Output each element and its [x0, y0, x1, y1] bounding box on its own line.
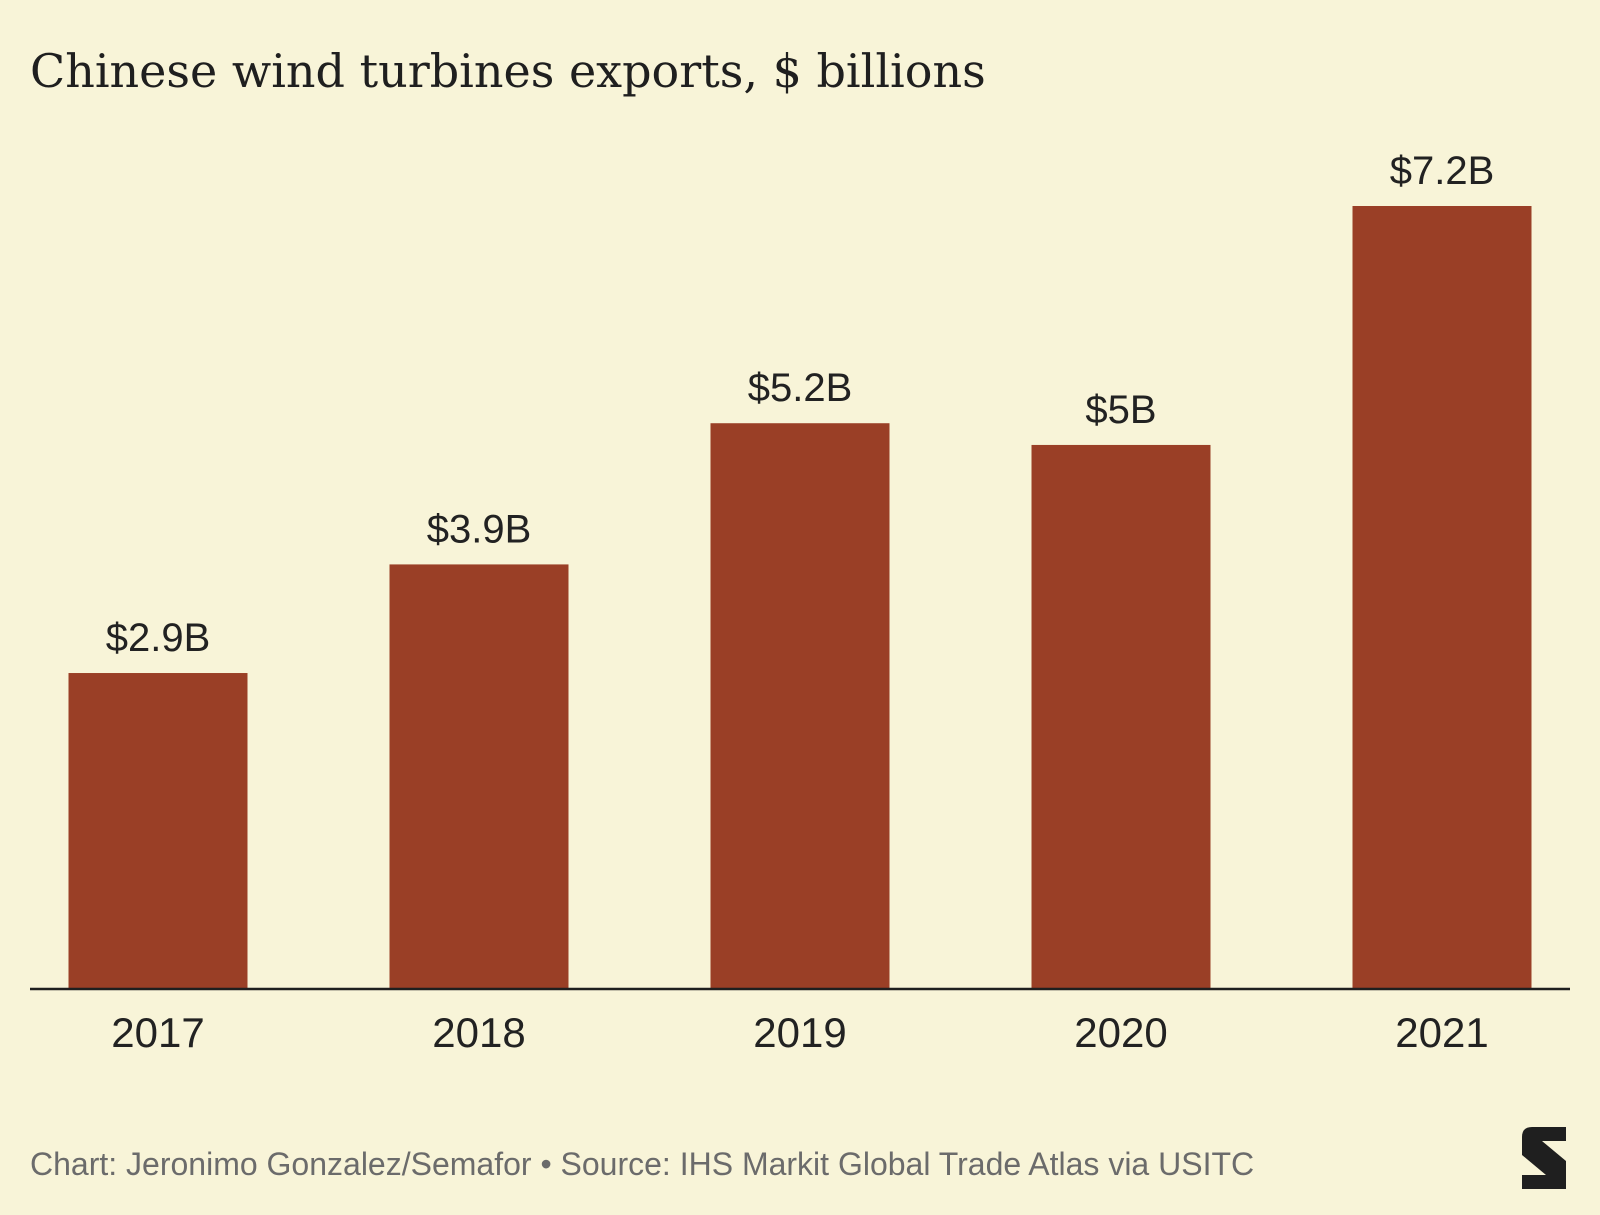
x-tick-label-2020: 2020	[1074, 1009, 1167, 1056]
bar-2018	[389, 564, 569, 988]
chart-title: Chinese wind turbines exports, $ billion…	[30, 44, 986, 98]
data-label-2021: $7.2B	[1390, 149, 1495, 193]
bar-2020	[1031, 444, 1211, 988]
data-label-2017: $2.9B	[106, 616, 211, 660]
data-label-2019: $5.2B	[748, 366, 853, 410]
x-tick-label-2017: 2017	[111, 1009, 204, 1056]
data-label-2020: $5B	[1085, 388, 1156, 432]
x-tick-label-2019: 2019	[753, 1009, 846, 1056]
bar-2019	[710, 423, 890, 988]
data-label-2018: $3.9B	[427, 507, 532, 551]
bar-2017	[68, 673, 248, 988]
bars-layer: $2.9B 2017 $3.9B 2018 $5.2B 2019 $5B 2020 $7.2B 2…	[68, 149, 1532, 1056]
chart-source-credit: Chart: Jeronimo Gonzalez/Semafor • Sourc…	[30, 1146, 1255, 1182]
bar-2021	[1352, 206, 1532, 988]
x-tick-label-2021: 2021	[1395, 1009, 1488, 1056]
semafor-logo-icon	[1522, 1127, 1566, 1189]
x-tick-label-2018: 2018	[432, 1009, 525, 1056]
